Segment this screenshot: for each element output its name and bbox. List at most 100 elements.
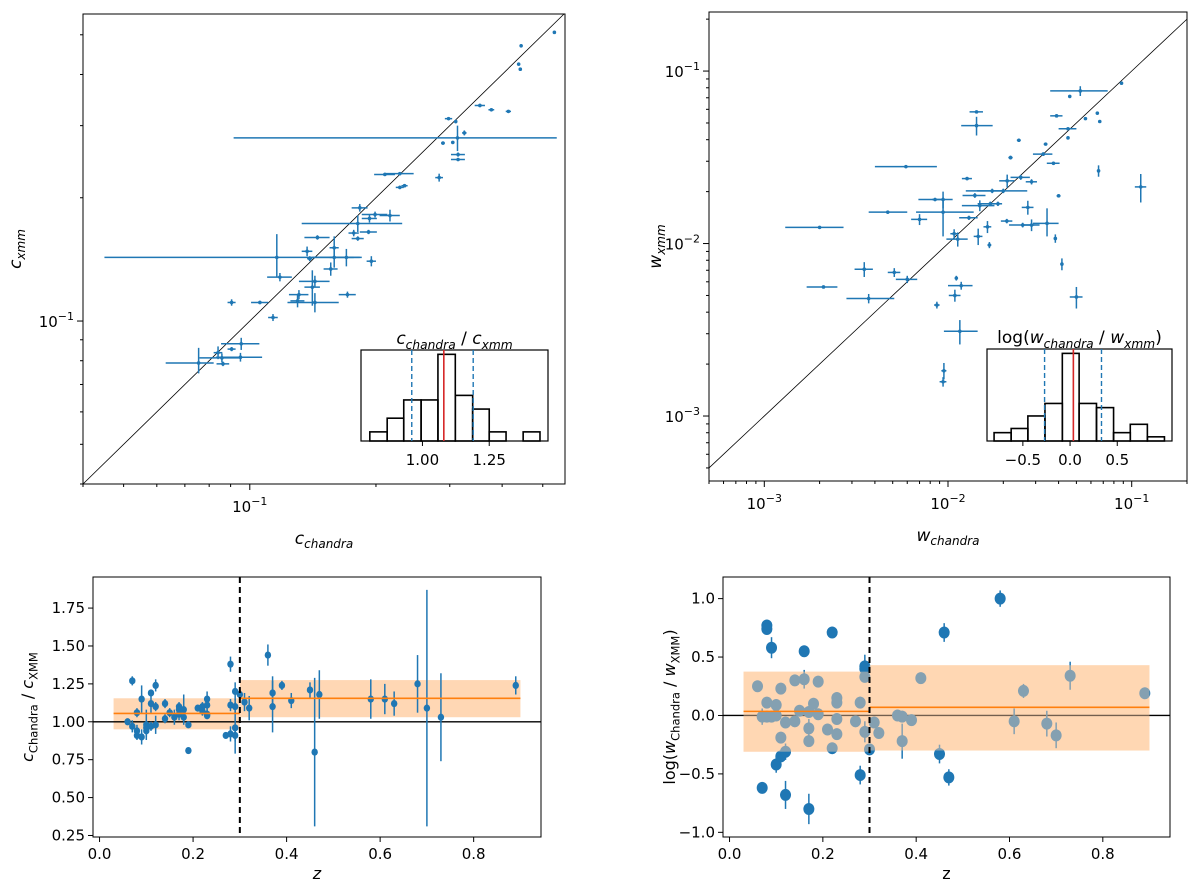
point-marker bbox=[1119, 81, 1124, 86]
x-tick-label: 0.4 bbox=[904, 845, 928, 863]
point-marker bbox=[985, 225, 990, 229]
point-marker bbox=[974, 123, 979, 128]
y-axis-label-part: / bbox=[18, 689, 37, 705]
x-axis-label-sub: chandra bbox=[930, 534, 979, 548]
data-point bbox=[423, 589, 431, 827]
point-marker bbox=[885, 210, 890, 214]
point-marker bbox=[826, 626, 838, 639]
data-point bbox=[946, 232, 968, 247]
point-marker bbox=[850, 715, 862, 728]
x-tick-label: 0.4 bbox=[275, 845, 299, 863]
y-tick-label: 0.0 bbox=[691, 706, 715, 724]
x-tick-label: 10−3 bbox=[747, 492, 782, 513]
y-tick-label-base: 10 bbox=[39, 313, 58, 331]
point-marker bbox=[854, 769, 866, 782]
point-marker bbox=[239, 341, 244, 346]
y-tick-label: 0.5 bbox=[691, 648, 715, 666]
y-tick-label: 1.0 bbox=[691, 590, 715, 608]
point-marker bbox=[313, 279, 317, 284]
y-axis-label-part: XMM bbox=[668, 636, 682, 664]
point-marker bbox=[229, 347, 234, 351]
data-point bbox=[798, 645, 810, 658]
point-marker bbox=[1017, 684, 1029, 697]
data-point bbox=[379, 209, 400, 222]
point-marker bbox=[351, 231, 356, 235]
point-marker bbox=[831, 712, 843, 725]
data-point bbox=[278, 680, 286, 690]
data-point bbox=[268, 314, 278, 322]
data-point bbox=[435, 173, 443, 182]
point-marker bbox=[967, 216, 971, 220]
data-point bbox=[766, 637, 778, 659]
point-marker bbox=[437, 175, 441, 180]
x-tick-label-exp: −3 bbox=[766, 492, 782, 505]
x-tick-label-base: 10 bbox=[232, 498, 251, 516]
point-marker bbox=[780, 788, 792, 801]
point-marker bbox=[822, 723, 834, 736]
data-point bbox=[826, 626, 838, 639]
point-marker bbox=[180, 706, 187, 714]
data-point bbox=[304, 270, 320, 306]
point-marker bbox=[775, 731, 787, 744]
data-point bbox=[384, 171, 414, 176]
point-marker bbox=[996, 201, 1000, 206]
data-point bbox=[269, 680, 276, 733]
data-point bbox=[231, 729, 239, 742]
data-point bbox=[301, 246, 313, 257]
point-marker bbox=[859, 670, 871, 683]
point-marker bbox=[152, 681, 159, 689]
point-marker bbox=[512, 681, 519, 689]
x-tick-label-exp: −1 bbox=[251, 495, 267, 508]
point-marker bbox=[917, 217, 922, 222]
data-point bbox=[185, 721, 192, 729]
x-tick-label-base: 10 bbox=[1114, 495, 1133, 513]
point-marker bbox=[976, 234, 980, 239]
data-point bbox=[887, 268, 901, 277]
data-point bbox=[401, 183, 408, 188]
histogram-bar bbox=[522, 431, 541, 442]
data-point bbox=[826, 742, 838, 755]
point-marker bbox=[978, 203, 982, 208]
data-point bbox=[806, 285, 838, 289]
data-point bbox=[519, 43, 523, 48]
plot-frame bbox=[722, 576, 1171, 838]
point-marker bbox=[789, 715, 801, 728]
inset-frame bbox=[360, 349, 549, 442]
point-marker bbox=[789, 674, 801, 687]
point-marker bbox=[196, 361, 201, 365]
data-point bbox=[306, 682, 314, 698]
data-point bbox=[1010, 174, 1030, 180]
y-axis-label: cxmm bbox=[6, 229, 28, 269]
point-marker bbox=[236, 690, 244, 699]
point-marker bbox=[770, 698, 782, 711]
data-point bbox=[1041, 710, 1053, 737]
point-marker bbox=[231, 687, 239, 696]
data-point bbox=[1095, 111, 1100, 115]
y-tick-label: −0.5 bbox=[679, 765, 715, 783]
point-marker bbox=[506, 109, 511, 114]
point-marker bbox=[306, 686, 314, 694]
data-point bbox=[1017, 683, 1029, 698]
data-point bbox=[961, 116, 993, 136]
data-point bbox=[780, 743, 792, 760]
data-point bbox=[850, 715, 862, 728]
point-marker bbox=[766, 641, 778, 654]
data-point bbox=[199, 353, 242, 363]
point-marker bbox=[390, 699, 398, 708]
point-marker bbox=[798, 645, 810, 658]
point-marker bbox=[942, 368, 946, 373]
y-axis-label-part: XMM bbox=[26, 652, 40, 680]
point-marker bbox=[941, 210, 945, 214]
inset-tick-label: 0.0 bbox=[1058, 451, 1082, 469]
point-marker bbox=[446, 116, 451, 121]
data-point bbox=[906, 714, 918, 727]
point-marker bbox=[171, 713, 178, 721]
point-marker bbox=[817, 225, 822, 230]
data-point bbox=[812, 675, 824, 688]
data-point bbox=[977, 188, 1005, 194]
data-point bbox=[152, 715, 159, 734]
data-point bbox=[939, 377, 947, 387]
x-tick-label: 0.2 bbox=[811, 845, 835, 863]
